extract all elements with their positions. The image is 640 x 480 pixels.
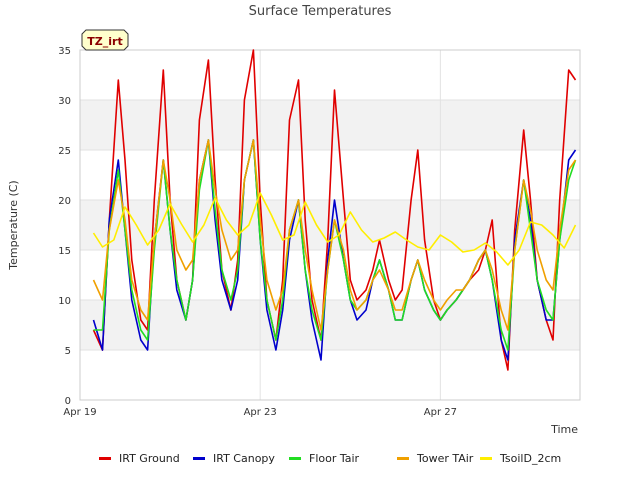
legend-label: TsoilD_2cm	[500, 452, 562, 465]
y-axis-label: Temperature (C)	[7, 180, 20, 270]
y-tick-label: 10	[58, 296, 71, 307]
legend-item: TsoilD_2cm	[480, 452, 561, 465]
x-axis-label: Time	[550, 423, 578, 436]
x-axis-ticks: Apr 19 Apr 23 Apr 27	[63, 407, 457, 418]
legend-swatch	[397, 457, 409, 460]
legend-item: IRT Ground	[99, 452, 180, 465]
legend-label: IRT Canopy	[213, 452, 275, 465]
site-badge-label: TZ_irt	[87, 35, 122, 48]
legend-item: Tower TAir	[397, 452, 473, 465]
x-tick-label: Apr 23	[244, 407, 277, 418]
background-band	[80, 100, 580, 150]
legend-label: IRT Ground	[119, 452, 180, 465]
plot-frame	[79, 49, 581, 401]
y-tick-label: 35	[58, 46, 71, 57]
series-line-irt-ground	[92, 49, 577, 371]
legend-label: Floor Tair	[309, 452, 360, 465]
y-tick-label: 5	[65, 346, 71, 357]
chart-title: Surface Temperatures	[249, 4, 392, 19]
legend-label: Tower TAir	[417, 452, 474, 465]
x-tick-label: Apr 19	[63, 407, 96, 418]
legend-swatch	[193, 457, 205, 460]
series-line-tower-tair	[92, 139, 577, 331]
y-tick-label: 15	[58, 246, 71, 257]
chart: 0 5 10 15 20 25 30 35 Apr 19 Apr 23 Apr 27 Surfac…	[7, 4, 581, 436]
legend-item: IRT Canopy	[193, 452, 275, 465]
y-tick-label: 25	[58, 146, 71, 157]
x-tick-label: Apr 27	[424, 407, 457, 418]
site-badge-box	[81, 29, 129, 51]
series-line-tsoild-2cm	[92, 192, 577, 266]
series-lines	[92, 49, 577, 371]
background-bands	[80, 100, 580, 350]
legend-swatch	[480, 457, 492, 460]
chart-legend: IRT Ground IRT Canopy Floor Tair Tower TAir…	[0, 452, 640, 470]
y-axis-ticks: 0 5 10 15 20 25 30 35	[58, 46, 71, 407]
legend-item: Floor Tair	[289, 452, 359, 465]
y-tick-label: 0	[65, 396, 71, 407]
y-tick-label: 20	[58, 196, 71, 207]
site-badge: TZ_irt	[81, 29, 129, 51]
y-tick-label: 30	[58, 96, 71, 107]
legend-swatch	[289, 457, 301, 460]
legend-swatch	[99, 457, 111, 460]
